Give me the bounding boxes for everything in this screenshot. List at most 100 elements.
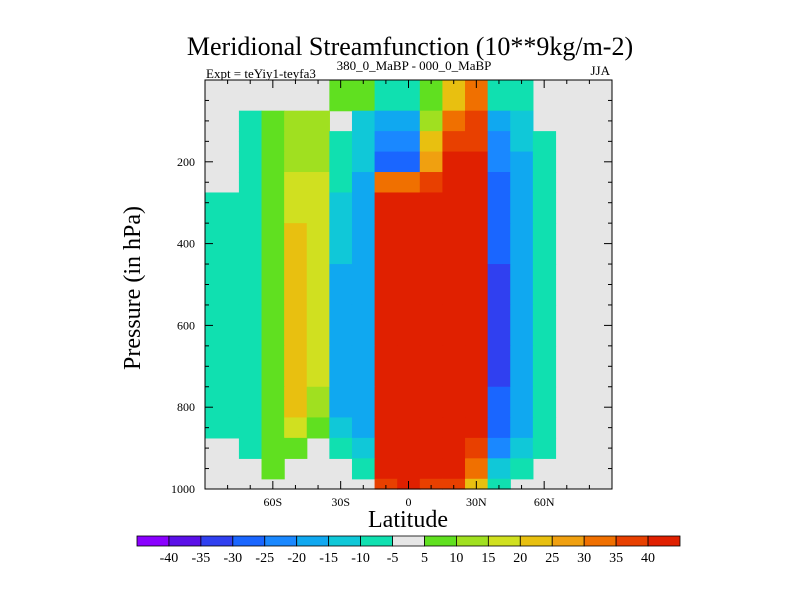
field-cell: [238, 345, 263, 388]
field-cell: [261, 223, 285, 265]
field-cell: [510, 80, 534, 112]
field-cell: [329, 192, 353, 224]
field-cell: [465, 437, 489, 459]
field-cell: [487, 458, 511, 480]
field-cell: [351, 223, 376, 265]
field-cell: [306, 172, 330, 194]
field-cell: [351, 192, 376, 224]
field-cell: [284, 192, 308, 224]
field-cell: [374, 151, 398, 173]
field-cell: [397, 151, 421, 173]
field-cell: [374, 264, 398, 306]
y-tick-label: 200: [177, 155, 195, 169]
field-cell: [351, 264, 376, 306]
field-cell: [374, 437, 398, 459]
field-cell: [306, 417, 330, 439]
field-cell: [306, 151, 330, 173]
colorbar-label: -5: [387, 551, 399, 566]
field-cell: [284, 223, 308, 265]
colorbar-swatch: [232, 535, 266, 547]
field-cell: [487, 386, 511, 419]
field-cell: [465, 264, 489, 306]
field-cell: [442, 304, 466, 347]
field-cell: [261, 304, 285, 347]
field-cell: [374, 386, 398, 419]
field-cell: [329, 131, 353, 153]
field-cell: [374, 458, 398, 480]
field-cell: [306, 304, 330, 347]
field-cell: [306, 131, 330, 153]
field-cell: [205, 417, 240, 439]
field-cell: [442, 192, 466, 224]
colorbar-label: -35: [192, 551, 211, 566]
y-axis-title: Pressure (in hPa): [120, 206, 146, 370]
field-cell: [374, 131, 398, 153]
field-cell: [419, 131, 444, 153]
field-cell: [397, 223, 421, 265]
colorbar-swatch: [456, 535, 489, 547]
field-cell: [397, 345, 421, 388]
field-cell: [419, 223, 444, 265]
field-cell: [465, 386, 489, 419]
field-cell: [374, 478, 398, 490]
x-tick-label: 60N: [534, 495, 555, 509]
y-tick-label: 800: [177, 400, 195, 414]
field-cell: [419, 110, 444, 132]
field-cell: [465, 172, 489, 194]
field-cell: [465, 80, 489, 112]
field-cell: [465, 345, 489, 388]
field-cell: [419, 151, 444, 173]
field-cell: [261, 172, 285, 194]
colorbar-swatch: [168, 535, 202, 547]
field-cell: [329, 80, 353, 112]
field-cell: [351, 131, 376, 153]
colorbar-swatch: [264, 535, 298, 547]
colorbar-label: -20: [287, 551, 306, 566]
field-cell: [487, 80, 511, 112]
y-tick-label: 600: [177, 318, 195, 332]
field-cell: [465, 110, 489, 132]
field-cell: [532, 386, 557, 419]
field-cell: [487, 192, 511, 224]
field-cell: [465, 458, 489, 480]
field-cell: [306, 345, 330, 388]
field-cell: [205, 386, 240, 419]
field-cell: [442, 151, 466, 173]
colorbar: -40 -35 -30 -25 -20 -15 -10 -5 5 10 15 20 25 30 35 40: [136, 535, 681, 566]
field-cell: [238, 223, 263, 265]
field-cell: [261, 192, 285, 224]
field-cell: [532, 172, 557, 194]
colorbar-swatch: [296, 535, 330, 547]
field-cell: [397, 417, 421, 439]
field-cell: [532, 304, 557, 347]
field-cell: [329, 437, 353, 459]
field-cell: [284, 110, 308, 132]
field-cell: [532, 223, 557, 265]
field-cell: [487, 417, 511, 439]
field-cell: [351, 304, 376, 347]
field-cell: [351, 386, 376, 419]
field-cell: [442, 417, 466, 439]
field-cell: [487, 172, 511, 194]
field-cell: [465, 151, 489, 173]
field-cell: [487, 345, 511, 388]
field-cell: [487, 437, 511, 459]
field-cell: [306, 110, 330, 132]
field-cell: [510, 458, 534, 480]
season-label: JJA: [590, 63, 610, 78]
colorbar-label: 40: [641, 551, 655, 566]
field-cell: [284, 131, 308, 153]
field-cell: [329, 417, 353, 439]
colorbar-swatch: [487, 535, 521, 547]
field-cell: [351, 151, 376, 173]
colorbar-swatch: [424, 535, 457, 547]
field-cell: [205, 345, 240, 388]
colorbar-label: 30: [577, 551, 591, 566]
contour-fill: [205, 80, 557, 490]
field-cell: [261, 458, 285, 480]
field-cell: [465, 192, 489, 224]
x-tick-label: 30S: [331, 495, 350, 509]
field-cell: [419, 264, 444, 306]
field-cell: [419, 172, 444, 194]
field-cell: [397, 110, 421, 132]
